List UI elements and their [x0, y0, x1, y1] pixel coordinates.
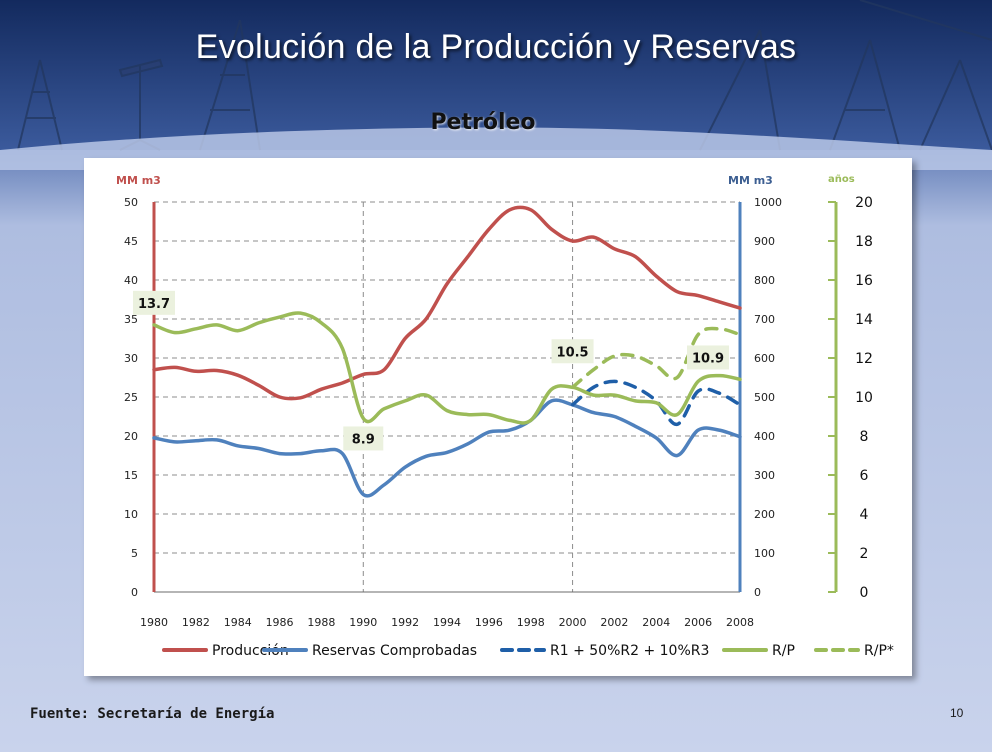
- data-label-box: [343, 426, 384, 451]
- data-labels: 13.7 8.9 10.5 10.9: [133, 290, 729, 451]
- left-axis-tick-label: 50: [124, 196, 138, 209]
- left-axis-tick-label: 45: [124, 235, 138, 248]
- page-number: 10: [950, 706, 964, 720]
- data-label-box: [687, 345, 729, 370]
- left-axis-tick-label: 40: [124, 274, 138, 287]
- right-axis-unit: MM m3: [728, 174, 773, 187]
- x-axis-tick-label: 1984: [224, 616, 252, 629]
- left-axis-tick-label: 30: [124, 352, 138, 365]
- x-axis-tick-label: 1994: [433, 616, 461, 629]
- x-axis-tick-label: 1986: [266, 616, 294, 629]
- series-line: [152, 311, 742, 425]
- years-axis-tick-label: 14: [855, 312, 873, 328]
- years-axis-tick-label: 10: [855, 390, 873, 406]
- series-line: [570, 326, 742, 390]
- years-axis-tick-label: 8: [860, 429, 869, 445]
- x-axis-tick-label: 1988: [307, 616, 335, 629]
- x-axis-tick-label: 1996: [475, 616, 503, 629]
- right-axis-tick-label: 400: [754, 430, 775, 443]
- axes: 0510152025303540455001002003004005006007…: [116, 174, 873, 629]
- series-line: [152, 398, 742, 498]
- data-label: 13.7: [138, 297, 170, 312]
- x-axis-tick-label: 2008: [726, 616, 754, 629]
- years-axis-tick-label: 12: [855, 351, 873, 367]
- left-axis-tick-label: 15: [124, 469, 138, 482]
- years-axis-tick-label: 18: [855, 234, 873, 250]
- right-axis-tick-label: 200: [754, 508, 775, 521]
- right-axis-tick-label: 300: [754, 469, 775, 482]
- data-label: 10.9: [692, 351, 724, 366]
- x-axis-tick-label: 2006: [684, 616, 712, 629]
- legend: Producción Reservas Comprobadas R1 + 50%R2…: [162, 643, 894, 659]
- series-line: [570, 379, 742, 427]
- right-axis-tick-label: 800: [754, 274, 775, 287]
- right-axis-tick-label: 700: [754, 313, 775, 326]
- x-axis-tick-label: 2002: [600, 616, 628, 629]
- years-axis-tick-label: 2: [860, 546, 869, 562]
- legend-label: Reservas Comprobadas: [312, 643, 477, 659]
- years-axis-tick-label: 4: [860, 507, 869, 523]
- x-axis-tick-label: 1982: [182, 616, 210, 629]
- legend-label: R/P*: [864, 643, 894, 659]
- legend-label: R/P: [772, 643, 795, 659]
- x-axis-tick-label: 1990: [349, 616, 377, 629]
- chart: 0510152025303540455001002003004005006007…: [116, 174, 894, 659]
- right-axis-tick-label: 1000: [754, 196, 782, 209]
- right-axis-tick-label: 100: [754, 547, 775, 560]
- data-label-box: [133, 290, 175, 315]
- slide-title: Evolución de la Producción y Reservas: [195, 28, 797, 66]
- x-axis-tick-label: 1998: [517, 616, 545, 629]
- years-axis-tick-label: 6: [860, 468, 869, 484]
- left-axis-tick-label: 0: [131, 586, 138, 599]
- left-axis-tick-label: 35: [124, 313, 138, 326]
- right-axis-tick-label: 600: [754, 352, 775, 365]
- left-axis-tick-label: 25: [124, 391, 138, 404]
- series: [152, 205, 742, 498]
- years-axis-tick-label: 16: [855, 273, 873, 289]
- right-axis-tick-label: 0: [754, 586, 761, 599]
- right-axis-tick-label: 900: [754, 235, 775, 248]
- years-axis-unit: años: [828, 174, 855, 185]
- legend-label: Producción: [212, 643, 289, 659]
- years-axis-tick-label: 20: [855, 195, 873, 211]
- data-label-box: [551, 339, 594, 364]
- x-axis-tick-label: 2004: [642, 616, 670, 629]
- data-label: 10.5: [557, 345, 589, 360]
- left-axis-tick-label: 20: [124, 430, 138, 443]
- x-axis-tick-label: 1992: [391, 616, 419, 629]
- years-axis-tick-label: 0: [860, 585, 869, 601]
- data-label: 8.9: [352, 432, 375, 447]
- series-line: [152, 205, 742, 401]
- left-axis-unit: MM m3: [116, 174, 161, 187]
- left-axis-tick-label: 10: [124, 508, 138, 521]
- left-axis-tick-label: 5: [131, 547, 138, 560]
- x-axis-tick-label: 1980: [140, 616, 168, 629]
- x-axis-tick-label: 2000: [559, 616, 587, 629]
- source-note: Fuente: Secretaría de Energía: [30, 706, 275, 722]
- right-axis-tick-label: 500: [754, 391, 775, 404]
- legend-label: R1 + 50%R2 + 10%R3: [550, 643, 709, 659]
- chart-subtitle: Petróleo: [430, 110, 536, 135]
